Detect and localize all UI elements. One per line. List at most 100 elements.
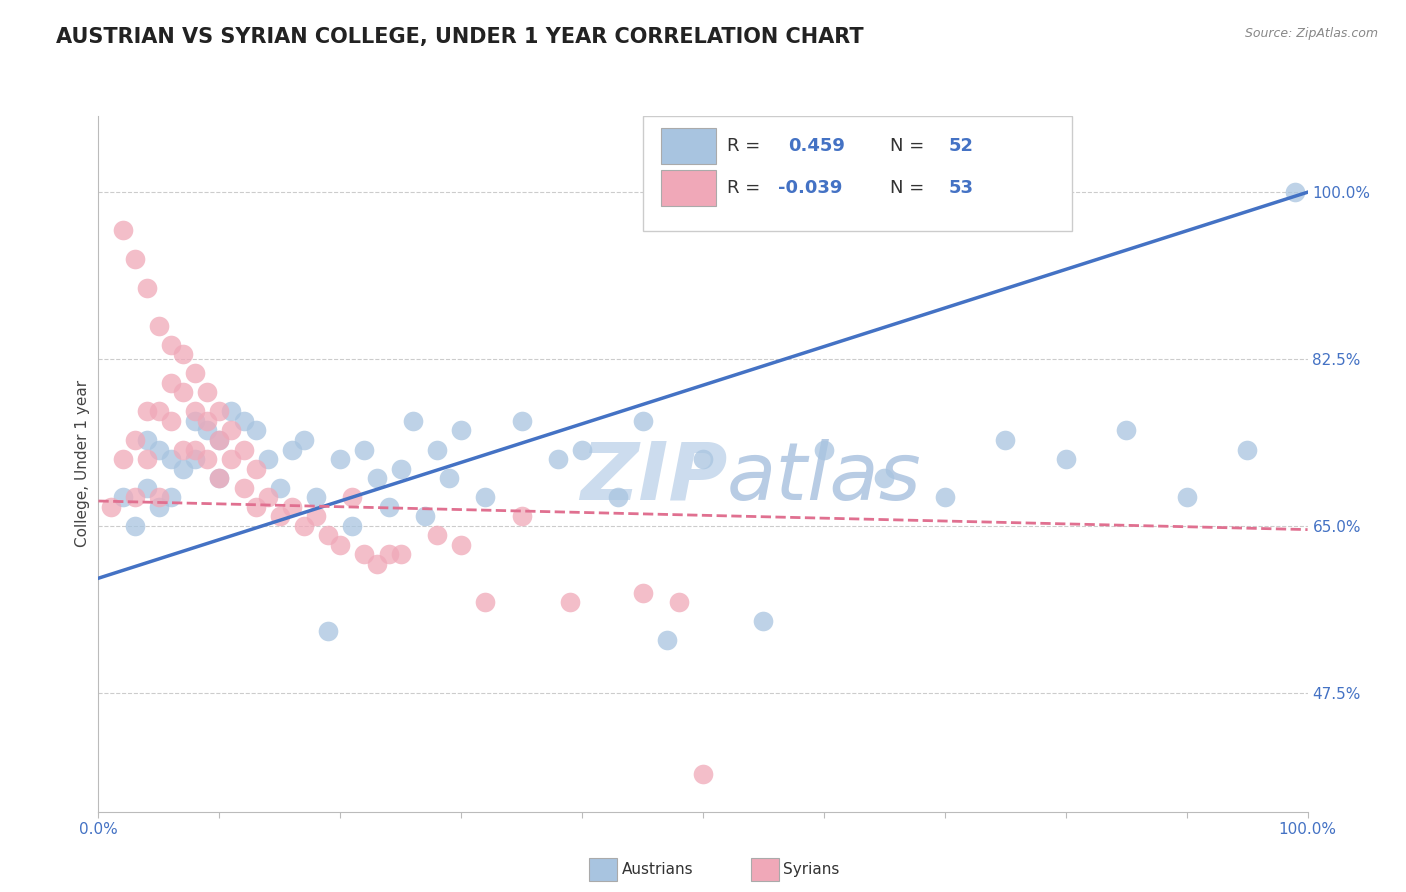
- Point: [353, 442, 375, 457]
- Point: [135, 433, 157, 447]
- Point: [510, 509, 533, 524]
- Point: [426, 442, 449, 457]
- Point: [342, 518, 364, 533]
- Text: atlas: atlas: [727, 439, 922, 516]
- FancyBboxPatch shape: [661, 128, 716, 164]
- Point: [1115, 424, 1137, 438]
- Point: [195, 424, 218, 438]
- Text: Austrians: Austrians: [621, 863, 693, 877]
- Point: [389, 548, 412, 562]
- Point: [245, 424, 267, 438]
- Point: [135, 280, 157, 294]
- Point: [329, 452, 352, 467]
- Point: [160, 452, 183, 467]
- Point: [1054, 452, 1077, 467]
- Point: [655, 633, 678, 648]
- Point: [377, 548, 399, 562]
- Point: [111, 452, 134, 467]
- Point: [269, 509, 291, 524]
- Text: N =: N =: [890, 136, 931, 155]
- Text: 52: 52: [949, 136, 973, 155]
- Point: [195, 414, 218, 428]
- Point: [221, 424, 243, 438]
- Point: [148, 490, 170, 504]
- Point: [245, 461, 267, 475]
- Point: [160, 376, 183, 390]
- Point: [329, 538, 352, 552]
- Point: [208, 404, 231, 418]
- Point: [172, 385, 194, 400]
- Point: [668, 595, 690, 609]
- Point: [692, 766, 714, 780]
- Point: [316, 528, 339, 542]
- Text: R =: R =: [727, 178, 766, 196]
- Text: 0.459: 0.459: [787, 136, 845, 155]
- Point: [269, 481, 291, 495]
- Point: [221, 404, 243, 418]
- FancyBboxPatch shape: [661, 169, 716, 206]
- Point: [389, 461, 412, 475]
- Point: [148, 500, 170, 514]
- Text: R =: R =: [727, 136, 766, 155]
- Point: [450, 424, 472, 438]
- Text: -0.039: -0.039: [778, 178, 842, 196]
- Point: [305, 509, 328, 524]
- Point: [148, 442, 170, 457]
- Point: [232, 442, 254, 457]
- Point: [160, 414, 183, 428]
- Point: [124, 252, 146, 266]
- Point: [208, 471, 231, 485]
- Point: [813, 442, 835, 457]
- Point: [256, 452, 278, 467]
- Point: [160, 490, 183, 504]
- Point: [148, 404, 170, 418]
- Point: [292, 433, 315, 447]
- Point: [184, 452, 207, 467]
- Text: 53: 53: [949, 178, 973, 196]
- Y-axis label: College, Under 1 year: College, Under 1 year: [75, 380, 90, 548]
- Point: [934, 490, 956, 504]
- Point: [172, 461, 194, 475]
- Point: [208, 471, 231, 485]
- Point: [135, 481, 157, 495]
- Point: [135, 404, 157, 418]
- Point: [353, 548, 375, 562]
- Point: [292, 518, 315, 533]
- Point: [450, 538, 472, 552]
- Point: [245, 500, 267, 514]
- Point: [631, 585, 654, 599]
- Point: [873, 471, 896, 485]
- Point: [474, 490, 496, 504]
- Point: [184, 442, 207, 457]
- Point: [366, 557, 388, 571]
- Point: [426, 528, 449, 542]
- Point: [172, 442, 194, 457]
- Text: N =: N =: [890, 178, 931, 196]
- Point: [148, 318, 170, 333]
- Point: [547, 452, 569, 467]
- Point: [1236, 442, 1258, 457]
- Point: [692, 452, 714, 467]
- Point: [413, 509, 436, 524]
- Point: [111, 490, 134, 504]
- Point: [208, 433, 231, 447]
- Text: Source: ZipAtlas.com: Source: ZipAtlas.com: [1244, 27, 1378, 40]
- Point: [631, 414, 654, 428]
- Text: AUSTRIAN VS SYRIAN COLLEGE, UNDER 1 YEAR CORRELATION CHART: AUSTRIAN VS SYRIAN COLLEGE, UNDER 1 YEAR…: [56, 27, 863, 46]
- Point: [184, 414, 207, 428]
- Point: [342, 490, 364, 504]
- Point: [316, 624, 339, 638]
- Point: [558, 595, 581, 609]
- Point: [402, 414, 425, 428]
- Point: [160, 337, 183, 351]
- Point: [305, 490, 328, 504]
- Point: [752, 614, 775, 628]
- Point: [232, 414, 254, 428]
- Point: [510, 414, 533, 428]
- Point: [366, 471, 388, 485]
- Text: ZIP: ZIP: [579, 439, 727, 516]
- Text: Syrians: Syrians: [783, 863, 839, 877]
- Point: [474, 595, 496, 609]
- Point: [994, 433, 1017, 447]
- Point: [1284, 185, 1306, 199]
